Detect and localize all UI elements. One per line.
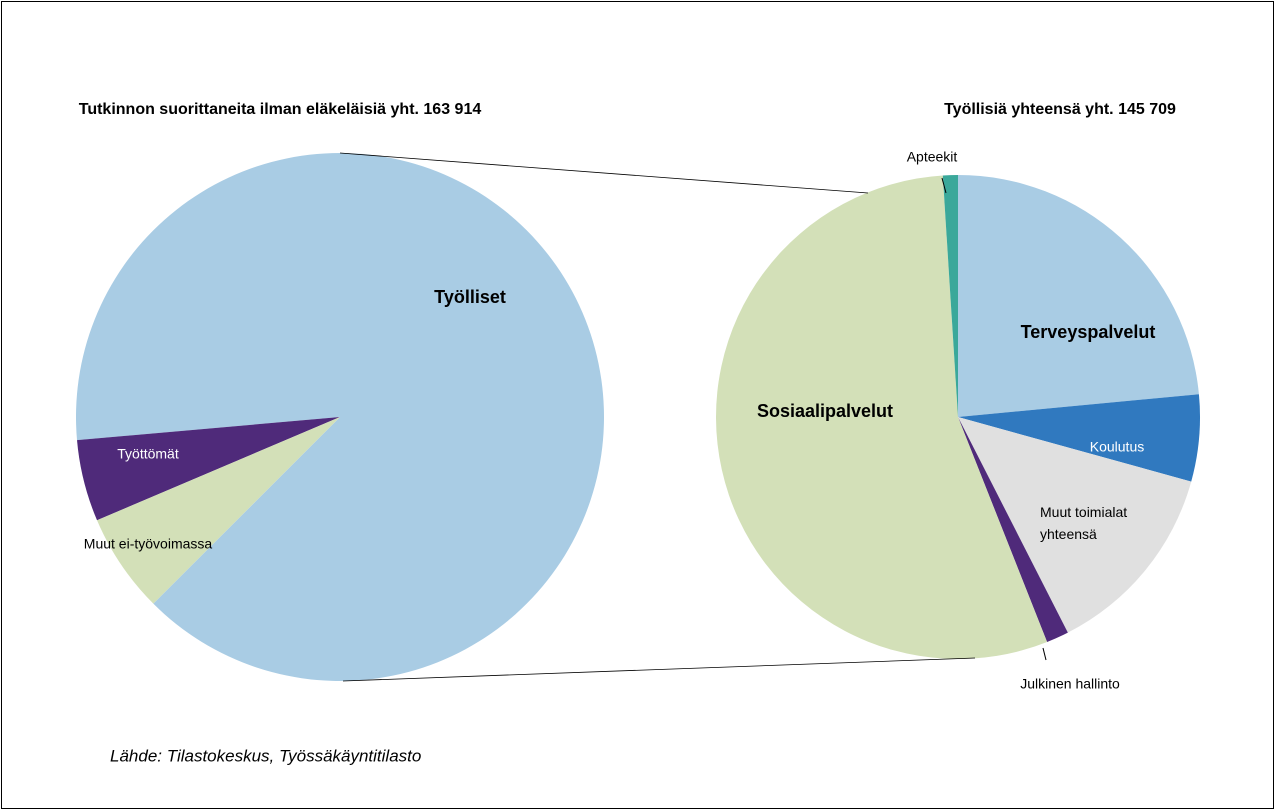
source: Lähde: Tilastokeskus, Työssäkäyntitilast…: [110, 746, 421, 765]
left-title: Tutkinnon suorittaneita ilman eläkeläisi…: [79, 101, 482, 118]
pie-slice: [97, 417, 341, 604]
pie-slice: [958, 417, 1192, 633]
slice-label: Työlliset: [434, 287, 506, 307]
connector: [339, 152, 869, 194]
pie-slice: [715, 175, 1048, 660]
pie-slice: [958, 394, 1200, 482]
slice-label: Muut toimialat yhteensä: [1040, 504, 1127, 542]
slice-label: Terveyspalvelut: [1021, 322, 1156, 342]
slice-label: Julkinen hallinto: [1020, 676, 1120, 692]
slice-label: Muut ei-työvoimassa: [84, 536, 213, 552]
right-title: Työllisiä yhteensä yht. 145 709: [944, 101, 1176, 118]
pie-slice: [958, 417, 1068, 643]
slice-label: Apteekit: [907, 149, 958, 165]
slice-label: Koulutus: [1090, 439, 1144, 455]
leader-line: [1042, 647, 1047, 661]
leader-line: [941, 177, 947, 194]
pie-slice: [942, 175, 958, 417]
slice-label: Sosiaalipalvelut: [757, 401, 893, 421]
connector: [342, 657, 976, 682]
slice-label: Työttömät: [117, 446, 179, 462]
pie-slice: [958, 175, 1199, 417]
pie-slice: [77, 417, 340, 521]
